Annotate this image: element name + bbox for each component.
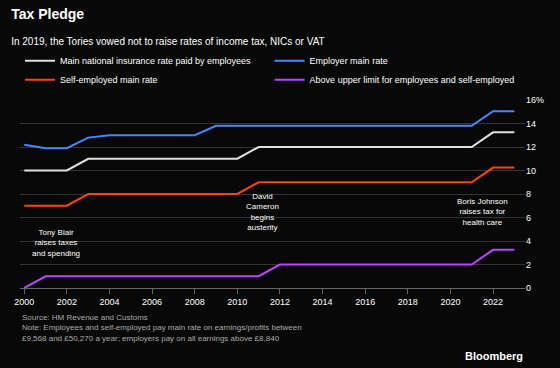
svg-text:DavidCameronbeginsausterity: DavidCameronbeginsausterity	[246, 192, 279, 232]
svg-text:Self-employed main rate: Self-employed main rate	[60, 75, 158, 85]
svg-text:2012: 2012	[270, 297, 290, 307]
svg-text:2020: 2020	[440, 297, 460, 307]
svg-text:14: 14	[526, 119, 536, 129]
svg-text:0: 0	[526, 283, 531, 293]
svg-text:8: 8	[526, 189, 531, 199]
svg-text:2022: 2022	[483, 297, 503, 307]
svg-text:10: 10	[526, 166, 536, 176]
svg-text:In 2019, the Tories vowed not: In 2019, the Tories vowed not to raise r…	[11, 36, 324, 47]
svg-text:2016: 2016	[355, 297, 375, 307]
svg-text:16%: 16%	[526, 95, 544, 105]
svg-text:12: 12	[526, 142, 536, 152]
svg-text:2000: 2000	[14, 297, 34, 307]
svg-text:2: 2	[526, 260, 531, 270]
svg-text:2004: 2004	[99, 297, 119, 307]
svg-text:Tony Blairraises taxesand spen: Tony Blairraises taxesand spending	[32, 228, 80, 258]
svg-text:2010: 2010	[227, 297, 247, 307]
svg-text:2018: 2018	[398, 297, 418, 307]
svg-text:Main national insurance rate p: Main national insurance rate paid by emp…	[60, 56, 251, 66]
svg-text:Bloomberg: Bloomberg	[465, 350, 523, 362]
svg-text:Tax Pledge: Tax Pledge	[11, 6, 84, 22]
svg-text:Boris Johnsonraises tax forhea: Boris Johnsonraises tax forhealth care	[457, 197, 508, 227]
svg-text:2006: 2006	[142, 297, 162, 307]
svg-text:Above upper limit for employee: Above upper limit for employees and self…	[310, 75, 515, 85]
svg-text:2008: 2008	[185, 297, 205, 307]
svg-text:6: 6	[526, 213, 531, 223]
svg-text:Source: HM Revenue and Customs: Source: HM Revenue and CustomsNote: Empl…	[22, 313, 302, 343]
svg-text:Employer main rate: Employer main rate	[310, 56, 388, 66]
svg-text:4: 4	[526, 236, 531, 246]
svg-text:2014: 2014	[313, 297, 333, 307]
svg-text:2002: 2002	[57, 297, 77, 307]
